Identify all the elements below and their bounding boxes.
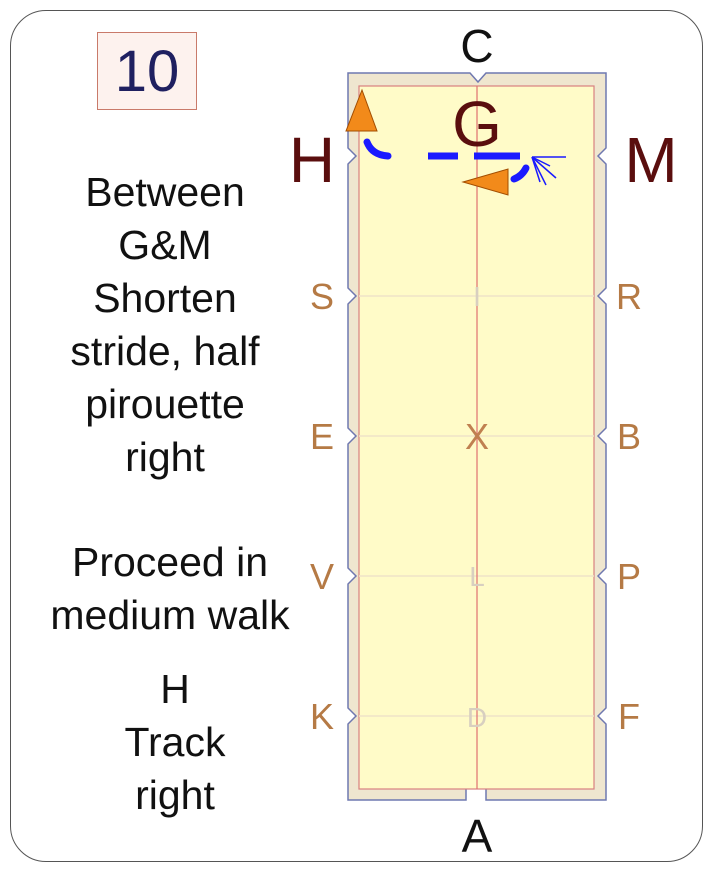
- instruction-line: stride, half: [70, 328, 260, 374]
- instruction-line: medium walk: [50, 592, 290, 638]
- instruction-line: H: [160, 666, 190, 712]
- instruction-line: G&M: [118, 222, 212, 268]
- letter-l: L: [469, 561, 485, 592]
- letter-p: P: [617, 556, 641, 597]
- test-number: 10: [114, 38, 180, 104]
- instruction-line: Proceed in: [71, 539, 268, 585]
- letter-m: M: [624, 124, 677, 196]
- letter-g: G: [452, 88, 502, 160]
- letter-c: C: [460, 20, 493, 72]
- route-path: [510, 164, 530, 183]
- letter-f: F: [618, 696, 640, 737]
- instruction-block-3: H Track right: [60, 663, 290, 822]
- letter-e: E: [310, 416, 334, 457]
- letter-i: I: [473, 281, 481, 312]
- letter-v: V: [310, 556, 334, 597]
- route-path: [363, 138, 392, 160]
- instruction-block-2: Proceed in medium walk: [20, 536, 320, 642]
- pirouette-icon: [531, 156, 566, 186]
- letter-a: A: [462, 810, 493, 862]
- letter-s: S: [310, 276, 334, 317]
- instruction-line: right: [125, 434, 205, 480]
- instruction-line: Shorten: [93, 275, 237, 321]
- letter-k: K: [310, 696, 334, 737]
- instruction-line: pirouette: [85, 381, 245, 427]
- instruction-line: Track: [124, 719, 226, 765]
- test-number-box: 10: [97, 32, 197, 110]
- letter-x: X: [465, 416, 489, 457]
- letter-d: D: [467, 702, 487, 733]
- instruction-line: right: [135, 772, 215, 818]
- letter-b: B: [617, 416, 641, 457]
- instruction-line: Between: [85, 169, 245, 215]
- letter-h: H: [289, 124, 335, 196]
- letter-r: R: [616, 276, 642, 317]
- direction-arrow-icon: [345, 88, 378, 132]
- direction-arrow-icon: [461, 168, 509, 196]
- instruction-block-1: Between G&M Shorten stride, half pirouet…: [30, 166, 300, 484]
